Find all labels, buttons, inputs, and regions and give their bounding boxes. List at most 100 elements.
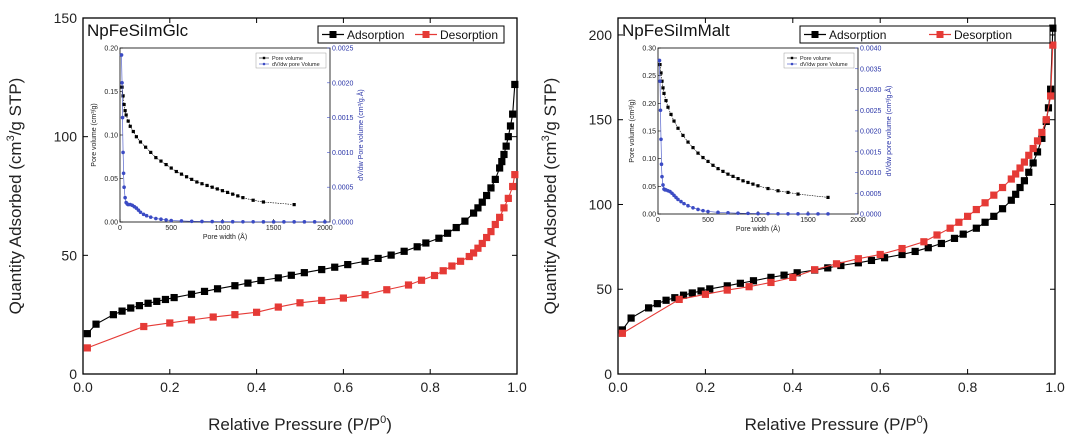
inset-data-point: [128, 124, 132, 128]
inset-data-point: [691, 205, 695, 210]
inset-data-point: [686, 140, 690, 144]
inset-data-point: [121, 94, 125, 98]
data-point-adsorption: [959, 230, 967, 238]
inset-y2-tick-label: 0.0000: [860, 212, 882, 219]
panel-title: NpFeSiImMalt: [622, 21, 730, 40]
inset-data-point: [292, 203, 296, 207]
data-point-desorption: [811, 266, 819, 274]
y-axis-label: Quantity Adsorbed (cm3/g STP): [5, 78, 25, 315]
data-point-desorption: [140, 322, 148, 331]
data-point-adsorption: [697, 287, 705, 295]
inset-data-point: [659, 137, 663, 142]
inset-data-point: [120, 81, 124, 85]
inset-data-point: [144, 213, 149, 218]
data-point-adsorption: [344, 260, 352, 269]
inset-data-point: [123, 109, 127, 113]
data-point-adsorption: [981, 218, 989, 226]
inset-data-point: [241, 219, 245, 224]
inset-data-point: [701, 208, 705, 213]
data-point-adsorption: [500, 150, 508, 159]
inset-data-point: [776, 189, 780, 193]
inset-legend-marker: [262, 62, 266, 66]
inset-y-tick-label: 0.25: [642, 73, 656, 80]
inset-data-point: [236, 194, 240, 198]
inset-data-point: [756, 184, 760, 188]
inset-data-point: [796, 212, 800, 216]
data-point-desorption: [675, 295, 683, 304]
inset-data-point: [816, 212, 820, 216]
inset-legend-label: Pore volume: [272, 56, 303, 62]
data-point-adsorption: [491, 175, 499, 183]
legend-box: [799, 25, 1051, 44]
inset-x-tick-label: 2000: [850, 217, 866, 224]
inset-data-point: [123, 195, 127, 200]
data-point-adsorption: [361, 257, 369, 265]
inset-data-point: [119, 53, 124, 57]
inset-data-point: [179, 172, 184, 176]
data-point-adsorption: [331, 263, 339, 271]
inset-x-axis-label: Pore width (Å): [203, 232, 247, 241]
x-tick-label: 0.4: [247, 379, 267, 395]
data-point-desorption: [253, 308, 261, 316]
inset-legend-box: [255, 52, 327, 69]
inset-data-point: [731, 174, 735, 178]
inset-data-point: [169, 166, 173, 170]
inset-data-point: [230, 219, 235, 224]
legend-label: Desorption: [954, 28, 1012, 42]
panel-title: NpFeSiImGlc: [87, 21, 189, 40]
inset-data-point: [120, 115, 125, 120]
data-point-desorption: [483, 233, 491, 242]
legend-box: [317, 25, 505, 44]
inset-data-point: [672, 119, 676, 123]
data-point-desorption: [417, 276, 426, 284]
inset-data-point: [210, 219, 214, 224]
data-point-desorption: [1042, 116, 1050, 124]
data-point-adsorption: [413, 243, 421, 251]
inset-legend-marker: [790, 56, 794, 60]
data-point-adsorption: [213, 285, 222, 293]
inset-data-point: [664, 98, 668, 103]
data-point-adsorption: [170, 293, 178, 302]
inset-data-point: [271, 220, 276, 224]
data-point-desorption: [990, 191, 998, 199]
data-point-adsorption: [671, 294, 679, 302]
inset-data-point: [679, 199, 683, 204]
data-point-adsorption: [662, 296, 670, 304]
chart-panel-malt: 0.0 0.2 0.4 0.6 0.8 1.0 0 50 100 150 200 Relative P…: [540, 17, 1065, 434]
inset-legend-label: dV/dw pore Volume: [800, 62, 848, 68]
data-point-adsorption: [736, 279, 744, 287]
inset-x-tick-label: 1000: [750, 217, 766, 224]
data-point-adsorption: [511, 80, 519, 89]
inset-data-point: [741, 179, 745, 183]
inset-data-point: [210, 185, 214, 189]
inset-legend-label: Pore volume: [800, 56, 831, 62]
data-point-adsorption: [478, 198, 486, 206]
inset-legend-marker: [262, 56, 266, 60]
data-point-adsorption: [990, 212, 998, 220]
x-tick-label: 0.0: [608, 379, 628, 395]
data-point-desorption: [854, 255, 862, 263]
data-point-adsorption: [161, 295, 170, 304]
inset-data-point: [141, 212, 146, 217]
y-tick-label: 0: [69, 366, 77, 382]
data-point-desorption: [981, 199, 989, 207]
data-point-desorption: [972, 205, 980, 214]
inset-legend-label: dV/dw pore Volume: [272, 62, 320, 68]
inset-y-tick-label: 0.20: [642, 101, 656, 108]
data-point-desorption: [832, 260, 841, 268]
inset-data-point: [302, 220, 307, 224]
inset-legend-marker: [790, 62, 794, 66]
data-point-desorption: [491, 220, 499, 229]
y-tick-label: 100: [54, 129, 78, 145]
data-point-desorption: [946, 224, 954, 232]
inset-x-tick-label: 1500: [266, 225, 282, 232]
inset-data-point: [122, 102, 126, 107]
inset-data-point: [696, 207, 700, 212]
inset-data-point: [220, 189, 225, 193]
inset-data-point: [144, 145, 148, 149]
x-tick-label: 0.6: [334, 379, 354, 395]
data-point-adsorption: [257, 276, 265, 285]
y-tick-label: 0: [604, 366, 612, 382]
data-point-desorption: [1047, 92, 1055, 100]
data-point-adsorption: [300, 269, 308, 277]
